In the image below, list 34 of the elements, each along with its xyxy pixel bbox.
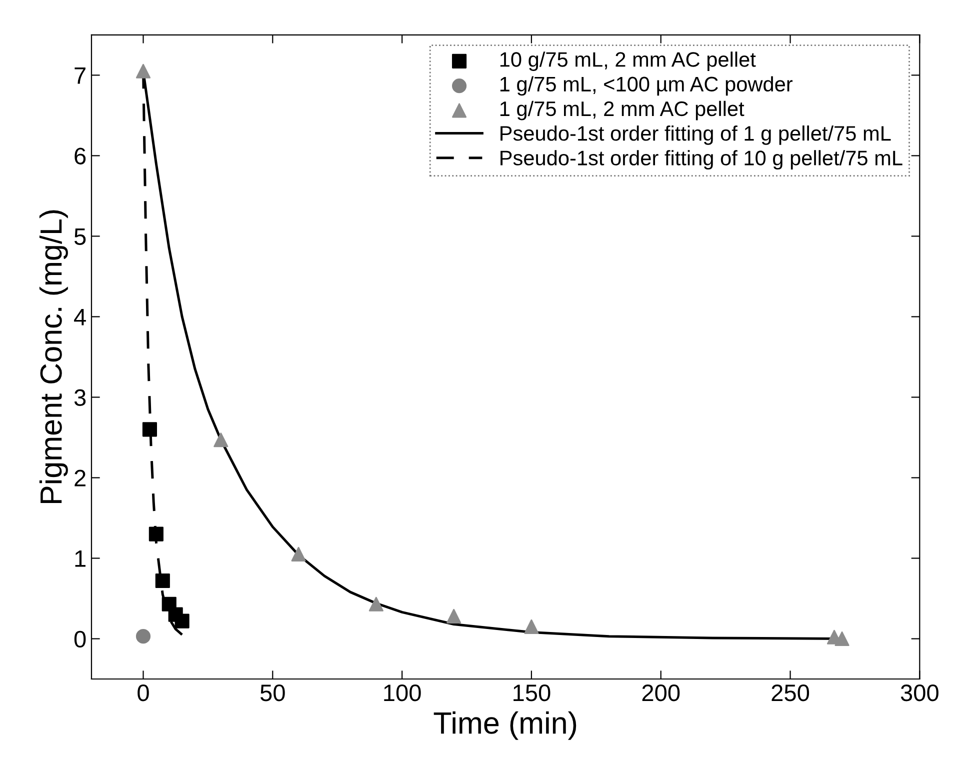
point bbox=[291, 546, 306, 562]
x-tick-label: 100 bbox=[384, 684, 421, 702]
x-tick-label: 0 bbox=[138, 684, 149, 702]
x-tick-label: 200 bbox=[642, 684, 680, 702]
point bbox=[834, 631, 850, 646]
point bbox=[148, 526, 164, 542]
x-axis-title: Time (min) bbox=[434, 711, 576, 740]
legend-label: 1 g/75 mL, <100 µm AC powder bbox=[500, 76, 793, 96]
point bbox=[142, 422, 157, 437]
y-tick-label: 4 bbox=[74, 309, 86, 326]
point bbox=[214, 432, 228, 448]
y-tick-label: 1 bbox=[75, 550, 86, 567]
y-tick-label: 7 bbox=[74, 67, 86, 84]
x-tick-label: 50 bbox=[260, 684, 285, 702]
legend-label: 1 g/75 mL, 2 mm AC pellet bbox=[500, 100, 744, 120]
point bbox=[446, 608, 462, 624]
y-tick-label: 0 bbox=[74, 630, 86, 648]
legend-label: 10 g/75 mL, 2 mm AC pellet bbox=[500, 52, 756, 72]
y-tick-label: 3 bbox=[74, 389, 86, 406]
point bbox=[174, 614, 190, 628]
point bbox=[136, 629, 151, 644]
y-tick-label: 2 bbox=[74, 470, 86, 486]
y-tick-label: 6 bbox=[74, 148, 86, 164]
y-axis-title: Pigment Conc. (mg/L) bbox=[39, 210, 68, 504]
point bbox=[524, 619, 539, 634]
y-tick-label: 5 bbox=[74, 228, 86, 245]
point bbox=[136, 64, 151, 78]
point bbox=[368, 596, 384, 612]
x-tick-label: 250 bbox=[772, 684, 810, 702]
x-tick-label: 300 bbox=[900, 684, 938, 702]
legend-label: Pseudo-1st order fitting of 10 g pellet/75 mL bbox=[500, 150, 902, 170]
legend-label: Pseudo-1st order fitting of 1 g pellet/75 mL bbox=[500, 125, 891, 145]
x-tick-label: 150 bbox=[514, 684, 550, 702]
point bbox=[155, 573, 170, 588]
